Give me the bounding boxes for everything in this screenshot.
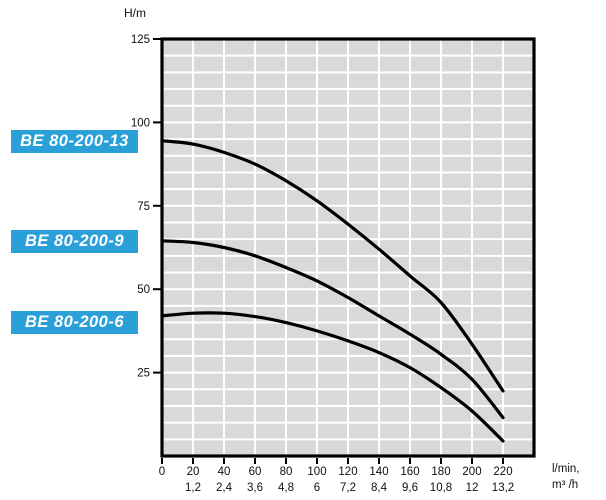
y-axis-tick-label: 50 xyxy=(137,284,150,296)
x-axis-tick-label-m3h: 7,2 xyxy=(340,482,356,494)
pump-label-be-80-200-9: BE 80-200-9 xyxy=(11,230,138,253)
plot-frame xyxy=(160,37,536,458)
x-axis-tick-label-m3h: 13,2 xyxy=(492,482,514,494)
x-axis-tick-label-m3h: 3,6 xyxy=(247,482,263,494)
x-axis-tick-label-lmin: 100 xyxy=(307,466,326,478)
x-axis-tick-label-m3h: 1,2 xyxy=(185,482,201,494)
y-axis-unit-label: H/m xyxy=(124,6,146,20)
x-axis-tick-label-lmin: 80 xyxy=(280,466,293,478)
x-axis-unit-lmin: l/min, xyxy=(552,463,580,475)
x-axis-tick-label-m3h: 9,6 xyxy=(402,482,418,494)
x-axis-tick-label-m3h: 4,8 xyxy=(278,482,294,494)
x-axis-tick-label-lmin: 140 xyxy=(369,466,388,478)
x-axis-tick-label-m3h: 8,4 xyxy=(371,482,388,494)
x-axis-tick-label-lmin: 160 xyxy=(400,466,419,478)
curve-be-80-200-6 xyxy=(160,311,505,443)
pump-label-be-80-200-6: BE 80-200-6 xyxy=(11,311,138,334)
y-axis-tick-label: 100 xyxy=(131,117,150,129)
y-axis-tick-label: 75 xyxy=(137,201,150,213)
x-axis-tick-label-lmin: 40 xyxy=(218,466,231,478)
x-axis-tick-label-lmin: 20 xyxy=(187,466,200,478)
x-axis-tick-label-lmin: 180 xyxy=(431,466,450,478)
x-axis-tick-label-lmin: 0 xyxy=(159,466,165,478)
x-axis-tick-label-m3h: 6 xyxy=(314,482,320,494)
curve-be-80-200-13 xyxy=(160,139,505,393)
y-axis-tick-label: 25 xyxy=(137,368,150,380)
pump-label-be-80-200-13: BE 80-200-13 xyxy=(11,130,138,153)
x-axis-tick-label-lmin: 200 xyxy=(462,466,481,478)
x-axis-tick-label-lmin: 120 xyxy=(338,466,357,478)
x-axis-tick-label-lmin: 220 xyxy=(493,466,512,478)
y-axis-tick-label: 125 xyxy=(131,34,150,46)
x-axis-unit-m3h: m³ /h xyxy=(552,479,579,491)
x-axis-tick-label-lmin: 60 xyxy=(249,466,262,478)
x-axis-tick-label-m3h: 10,8 xyxy=(430,482,452,494)
x-axis-tick-label-m3h: 12 xyxy=(466,482,479,494)
x-axis-tick-label-m3h: 2,4 xyxy=(216,482,233,494)
curve-be-80-200-9 xyxy=(160,239,505,420)
